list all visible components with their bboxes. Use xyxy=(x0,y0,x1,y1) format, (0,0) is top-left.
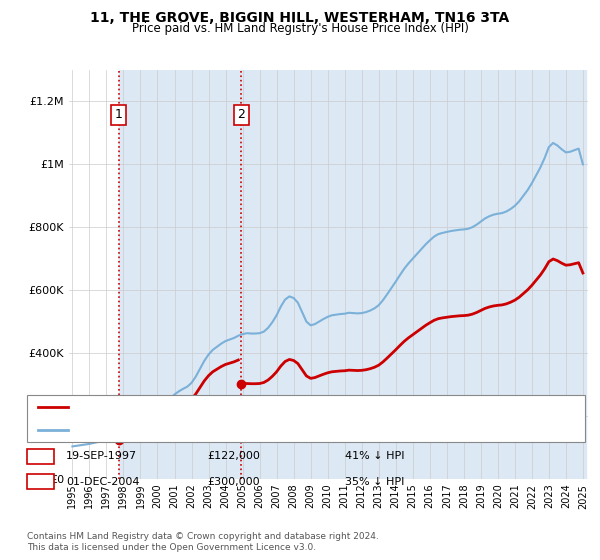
Bar xyxy=(241,70,586,479)
Text: HPI: Average price, detached house, Bromley: HPI: Average price, detached house, Brom… xyxy=(72,425,320,435)
Text: 19-SEP-1997: 19-SEP-1997 xyxy=(66,451,137,461)
Text: 11, THE GROVE, BIGGIN HILL, WESTERHAM, TN16 3TA: 11, THE GROVE, BIGGIN HILL, WESTERHAM, T… xyxy=(91,11,509,25)
Text: 2: 2 xyxy=(237,109,245,122)
Text: 35% ↓ HPI: 35% ↓ HPI xyxy=(345,477,404,487)
Text: Price paid vs. HM Land Registry's House Price Index (HPI): Price paid vs. HM Land Registry's House … xyxy=(131,22,469,35)
Text: Contains HM Land Registry data © Crown copyright and database right 2024.
This d: Contains HM Land Registry data © Crown c… xyxy=(27,532,379,552)
Text: 2: 2 xyxy=(37,477,44,487)
Text: £300,000: £300,000 xyxy=(207,477,260,487)
Text: 41% ↓ HPI: 41% ↓ HPI xyxy=(345,451,404,461)
Text: 1: 1 xyxy=(115,109,122,122)
Bar xyxy=(119,70,241,479)
Text: 01-DEC-2004: 01-DEC-2004 xyxy=(66,477,139,487)
Text: 1: 1 xyxy=(37,451,44,461)
Text: 11, THE GROVE, BIGGIN HILL, WESTERHAM, TN16 3TA (detached house): 11, THE GROVE, BIGGIN HILL, WESTERHAM, T… xyxy=(72,402,466,412)
Text: £122,000: £122,000 xyxy=(207,451,260,461)
